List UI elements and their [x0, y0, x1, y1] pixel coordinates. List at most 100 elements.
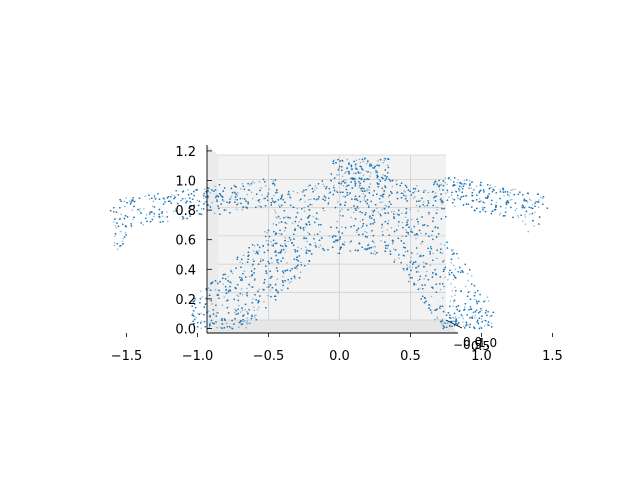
scatter-point: [381, 201, 383, 203]
scatter-point: [403, 190, 405, 192]
scatter-point: [309, 198, 312, 200]
scatter-point: [432, 197, 435, 199]
scatter-point: [428, 213, 430, 216]
scatter-point: [355, 159, 358, 162]
scatter-point: [267, 191, 270, 194]
scatter-point: [243, 314, 246, 316]
scatter-point: [467, 279, 469, 282]
scatter-point: [280, 289, 282, 291]
scatter-point: [452, 278, 455, 281]
scatter-point: [374, 246, 377, 248]
scatter-point: [391, 185, 394, 188]
scatter-point: [420, 243, 422, 245]
scatter-point: [341, 175, 344, 178]
scatter-point: [514, 188, 516, 190]
scatter-point: [246, 320, 249, 322]
scatter-point: [260, 187, 262, 189]
scatter-point: [286, 262, 288, 264]
scatter-point: [319, 244, 322, 247]
scatter-point: [241, 183, 244, 185]
scatter-point: [414, 190, 416, 193]
scatter-point: [191, 312, 194, 315]
scatter-point: [269, 289, 271, 291]
scatter-point: [333, 184, 335, 187]
scatter-point: [262, 198, 265, 200]
scatter-point: [416, 185, 418, 187]
scatter-point: [429, 264, 432, 266]
scatter-point: [115, 226, 118, 229]
scatter-point: [403, 269, 405, 271]
scatter-point: [457, 178, 459, 181]
scatter-point: [245, 321, 248, 324]
scatter-point: [381, 225, 383, 227]
scatter-point: [265, 240, 268, 242]
scatter-point: [404, 216, 407, 218]
scatter-point: [251, 181, 254, 183]
scatter-point: [211, 201, 213, 204]
scatter-point: [445, 192, 447, 195]
scatter-point: [323, 185, 326, 188]
scatter-point: [240, 188, 242, 190]
scatter-point: [457, 257, 460, 259]
scatter-point: [396, 212, 399, 215]
scatter-point: [281, 289, 284, 291]
scatter-point: [125, 197, 127, 199]
scatter-point: [238, 304, 240, 307]
scatter-point: [401, 221, 403, 224]
scatter-point: [318, 246, 320, 249]
scatter-point: [344, 171, 347, 173]
scatter-point: [365, 162, 368, 165]
scatter-point: [533, 225, 535, 227]
scatter-point: [443, 259, 446, 261]
scatter-point: [231, 195, 233, 198]
scatter-point: [225, 322, 228, 325]
scatter-point: [221, 304, 224, 306]
scatter-point: [304, 201, 306, 203]
scatter-point: [248, 322, 250, 325]
scatter-point: [261, 194, 263, 196]
scatter-point: [236, 294, 238, 296]
scatter-point: [415, 283, 417, 286]
scatter-point: [486, 296, 489, 298]
scatter-point: [462, 321, 464, 323]
scatter-point: [511, 198, 513, 201]
scatter-point: [154, 195, 156, 198]
scatter-point: [410, 260, 412, 262]
scatter-point: [223, 296, 225, 298]
scatter-point: [200, 290, 202, 292]
scatter-point: [250, 285, 252, 288]
scatter-point: [486, 323, 489, 325]
scatter-point: [223, 200, 225, 202]
scatter-point: [211, 303, 213, 305]
scatter-point: [319, 230, 321, 233]
scatter-point: [250, 191, 253, 194]
scatter-point: [283, 230, 286, 232]
scatter-point: [363, 197, 366, 199]
scatter-point: [271, 261, 273, 264]
scatter-point: [398, 257, 400, 259]
scatter-points: [109, 157, 549, 330]
scatter-point: [424, 189, 427, 192]
scatter-point: [313, 189, 316, 191]
scatter-point: [296, 207, 299, 210]
scatter-point: [300, 248, 303, 250]
scatter-point: [204, 188, 206, 190]
scatter-point: [214, 185, 216, 188]
scatter-point: [358, 186, 360, 189]
scatter-point: [258, 306, 260, 309]
scatter-point: [286, 222, 288, 225]
scatter-point: [404, 251, 407, 253]
scatter-point: [254, 252, 256, 255]
scatter-point: [392, 241, 394, 244]
scatter-point: [252, 298, 254, 300]
scatter-point: [236, 194, 239, 197]
scatter-point: [356, 207, 358, 209]
scatter-point: [123, 200, 126, 203]
scatter-point: [113, 242, 116, 244]
scatter-point: [249, 322, 252, 324]
scatter-point: [406, 264, 408, 267]
scatter-point: [363, 199, 365, 201]
scatter-point: [252, 258, 254, 260]
scatter-point: [534, 200, 537, 203]
scatter-point: [436, 257, 438, 260]
